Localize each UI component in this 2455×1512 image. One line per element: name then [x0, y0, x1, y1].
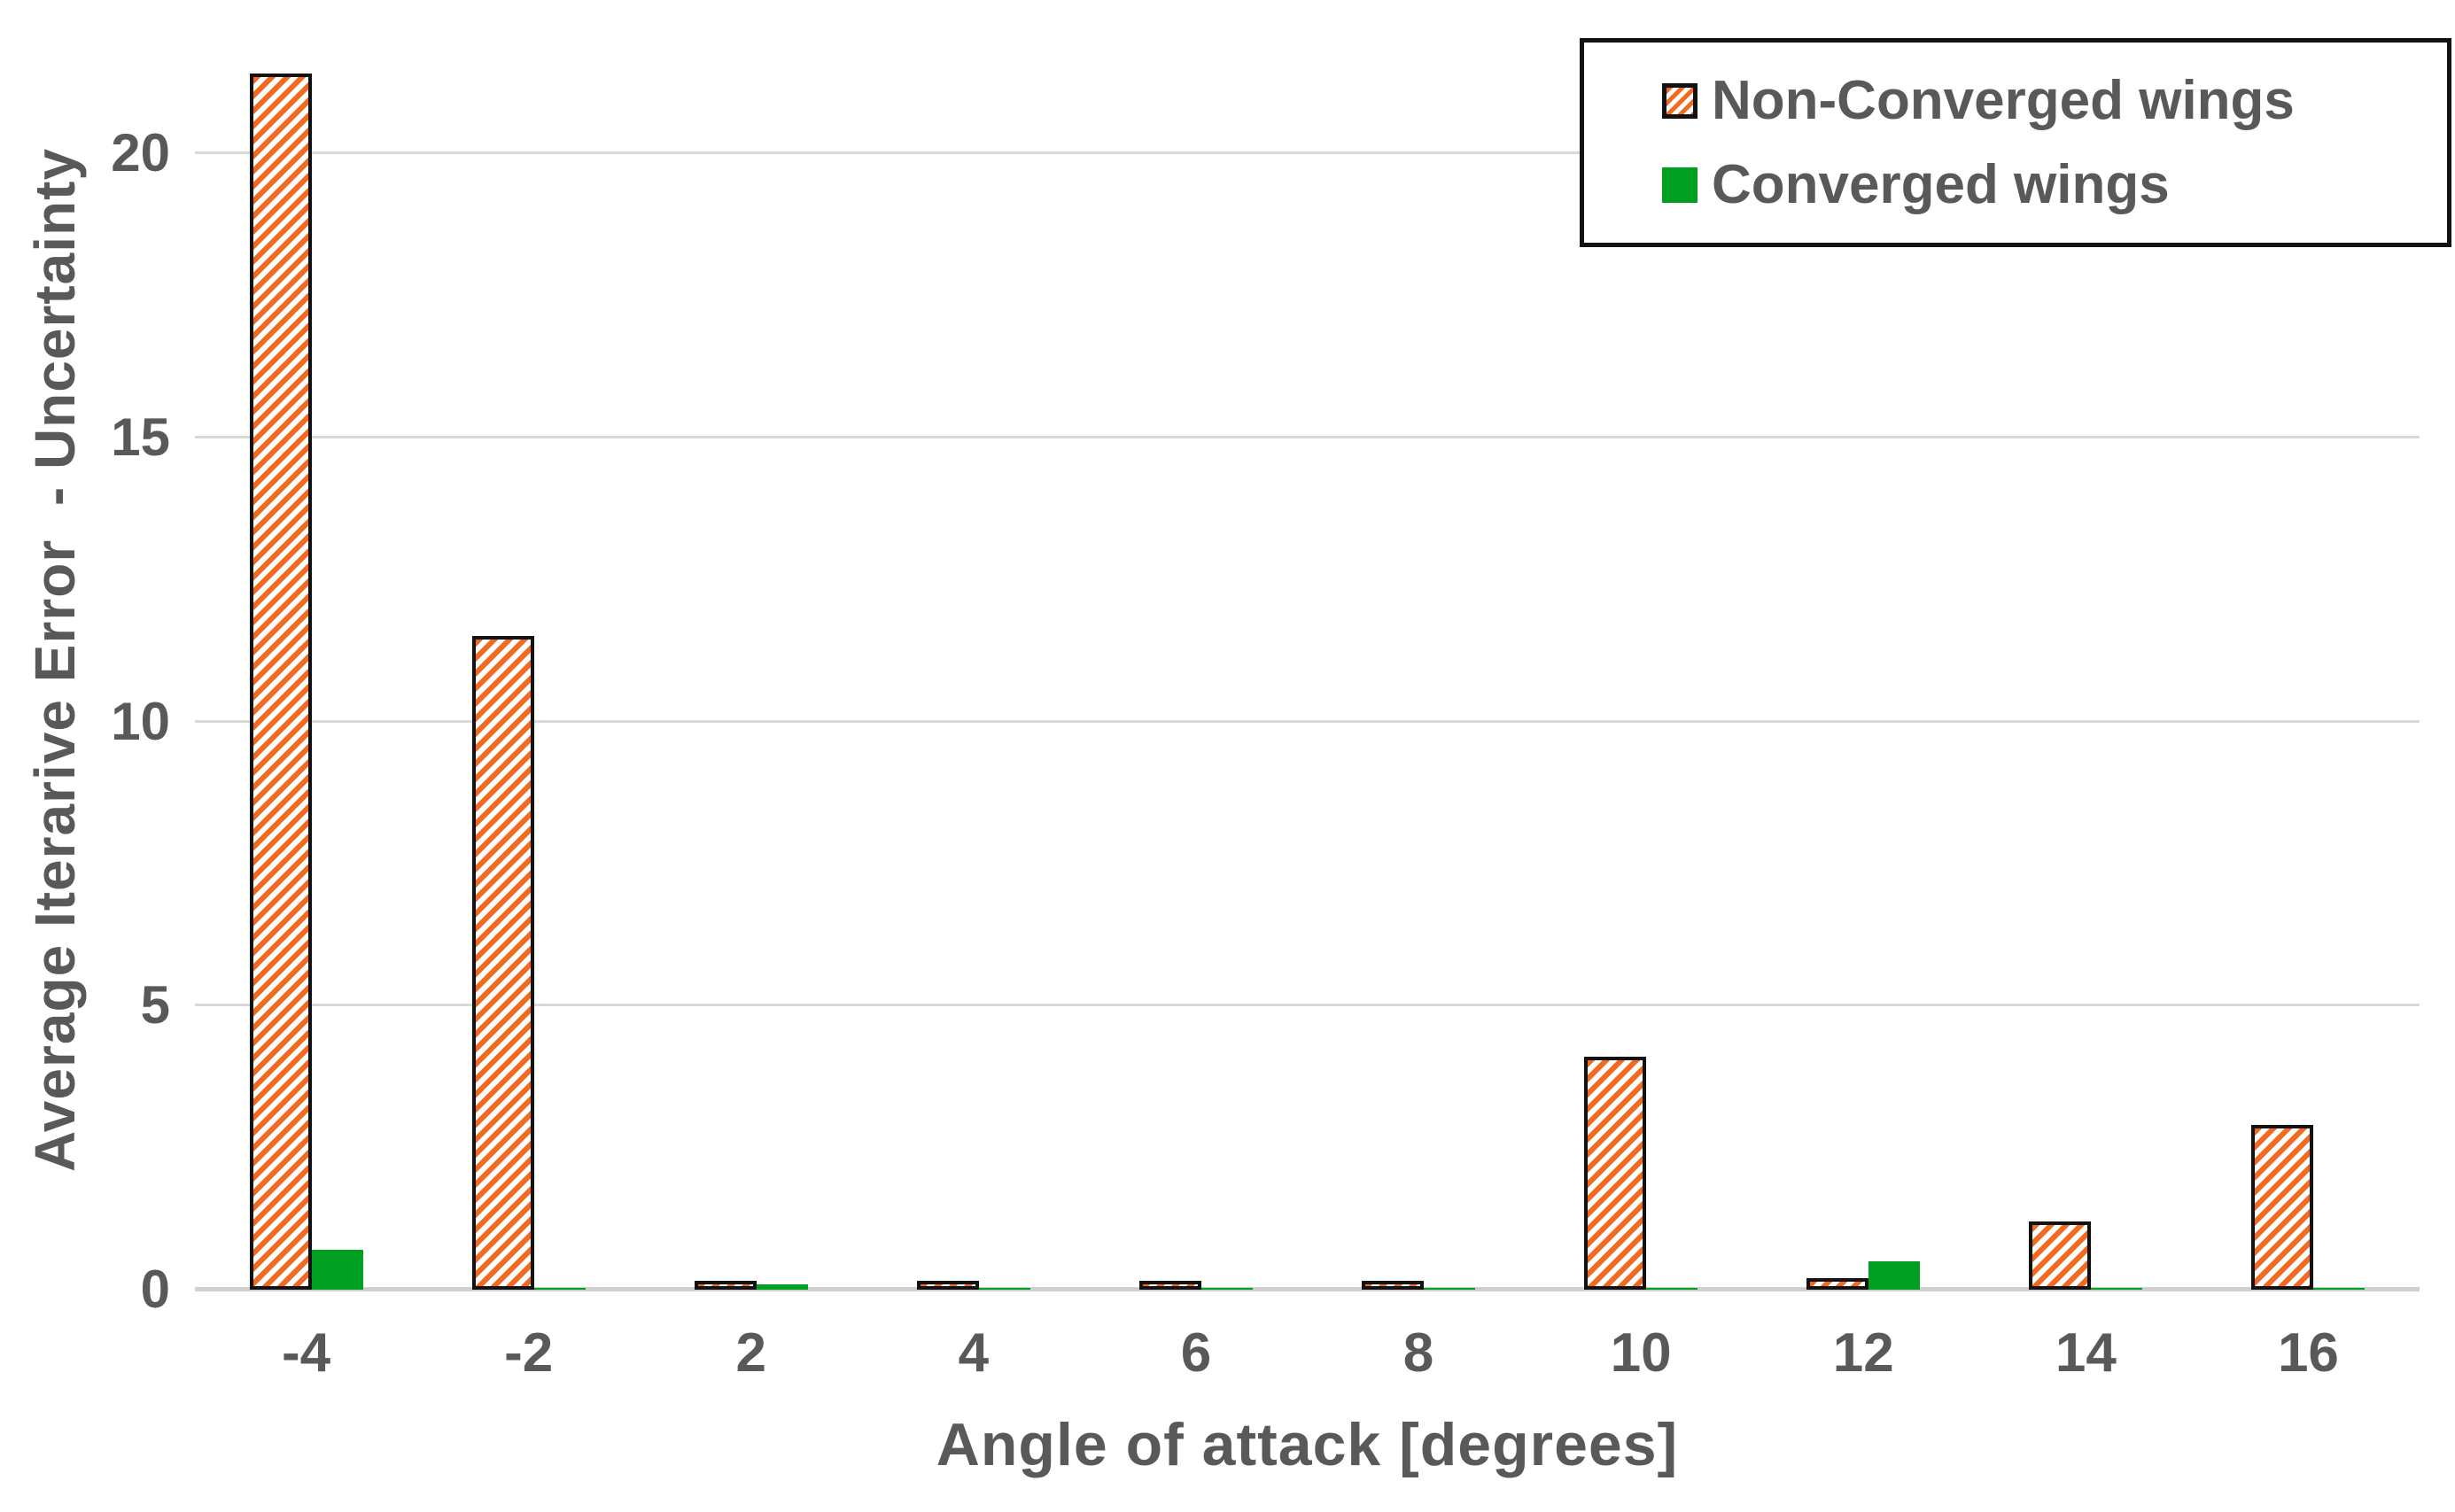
- x-tick-label-14: 14: [2055, 1322, 2117, 1384]
- bar-converged-16: [2313, 1288, 2366, 1290]
- x-tick-label-12: 12: [1832, 1322, 1894, 1384]
- bar-converged--2: [533, 1288, 586, 1290]
- bar-converged-12: [1868, 1261, 1921, 1290]
- x-axis-tick-labels: -4 -2 2 4 6 8 10 12 14 16: [195, 1318, 2420, 1389]
- bar-group-12: [1752, 40, 1975, 1290]
- legend-label-converged: Converged wings: [1712, 153, 2170, 215]
- x-tick-label--2: -2: [504, 1322, 554, 1384]
- bar-converged-14: [2091, 1288, 2143, 1290]
- x-tick-label--4: -4: [281, 1322, 331, 1384]
- bar-non-converged-2: [694, 1281, 757, 1290]
- gridline-y-15: [195, 435, 2420, 438]
- bar-converged-10: [1646, 1288, 1698, 1290]
- bar-group-8: [1308, 40, 1530, 1290]
- bar-group-10: [1530, 40, 1752, 1290]
- bar-converged-2: [756, 1284, 808, 1290]
- bar-converged--4: [311, 1250, 363, 1290]
- y-tick-label-10: 10: [111, 691, 170, 751]
- x-tick-label-4: 4: [958, 1322, 990, 1384]
- bar-non-converged-6: [1138, 1281, 1201, 1290]
- bar-non-converged-10: [1584, 1057, 1647, 1290]
- bar-group-14: [1975, 40, 2197, 1290]
- bar-converged-6: [1200, 1288, 1253, 1290]
- x-tick-label-10: 10: [1610, 1322, 1672, 1384]
- bar-group-2: [640, 40, 862, 1290]
- bar-group-6: [1084, 40, 1307, 1290]
- y-axis-tick-labels: 0 5 10 15 20: [0, 40, 170, 1316]
- gridline-y-10: [195, 719, 2420, 723]
- plot-area: [195, 40, 2420, 1291]
- gridline-y-5: [195, 1004, 2420, 1007]
- gridline-y-20: [195, 151, 2420, 155]
- legend-label-non-converged: Non-Converged wings: [1712, 69, 2295, 131]
- bar-non-converged--4: [249, 74, 312, 1290]
- legend-item-non-converged: Non-Converged wings: [1662, 69, 2420, 131]
- y-tick-label-20: 20: [111, 123, 170, 183]
- bar-converged-8: [1424, 1288, 1476, 1290]
- bar-non-converged-4: [916, 1281, 979, 1290]
- x-tick-label-2: 2: [735, 1322, 766, 1384]
- legend-swatch-converged: [1662, 167, 1698, 203]
- bar-non-converged-12: [1806, 1278, 1869, 1290]
- x-tick-label-6: 6: [1180, 1322, 1212, 1384]
- bar-group-4: [862, 40, 1084, 1290]
- bar-group-16: [2197, 40, 2420, 1290]
- y-tick-label-5: 5: [140, 975, 170, 1035]
- y-tick-label-15: 15: [111, 407, 170, 467]
- bar-group--2: [417, 40, 640, 1290]
- legend: Non-Converged wings Converged wings: [1580, 38, 2451, 247]
- bar-non-converged--2: [471, 636, 534, 1290]
- bar-non-converged-16: [2251, 1125, 2314, 1290]
- x-tick-label-16: 16: [2277, 1322, 2339, 1384]
- legend-item-converged: Converged wings: [1662, 153, 2420, 215]
- x-axis-title: Angle of attack [degrees]: [936, 1411, 1679, 1478]
- x-tick-label-8: 8: [1402, 1322, 1434, 1384]
- bar-group--4: [195, 40, 417, 1290]
- y-tick-label-0: 0: [140, 1260, 170, 1319]
- bar-non-converged-8: [1362, 1281, 1425, 1290]
- bar-converged-4: [978, 1288, 1030, 1290]
- x-axis-baseline: [195, 1287, 2420, 1291]
- legend-swatch-non-converged: [1662, 82, 1698, 119]
- bar-non-converged-14: [2029, 1221, 2092, 1290]
